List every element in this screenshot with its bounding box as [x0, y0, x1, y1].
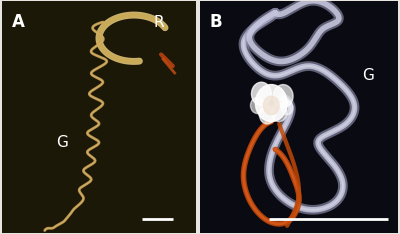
- Text: R: R: [153, 15, 164, 29]
- Circle shape: [273, 84, 293, 108]
- Text: G: G: [362, 68, 374, 83]
- Circle shape: [256, 84, 287, 122]
- Circle shape: [250, 97, 264, 113]
- Circle shape: [259, 105, 275, 124]
- Text: A: A: [12, 13, 24, 31]
- Circle shape: [252, 82, 271, 105]
- Circle shape: [271, 103, 287, 122]
- Circle shape: [263, 96, 279, 115]
- Text: G: G: [56, 135, 68, 150]
- Circle shape: [281, 101, 293, 115]
- Text: B: B: [210, 13, 222, 31]
